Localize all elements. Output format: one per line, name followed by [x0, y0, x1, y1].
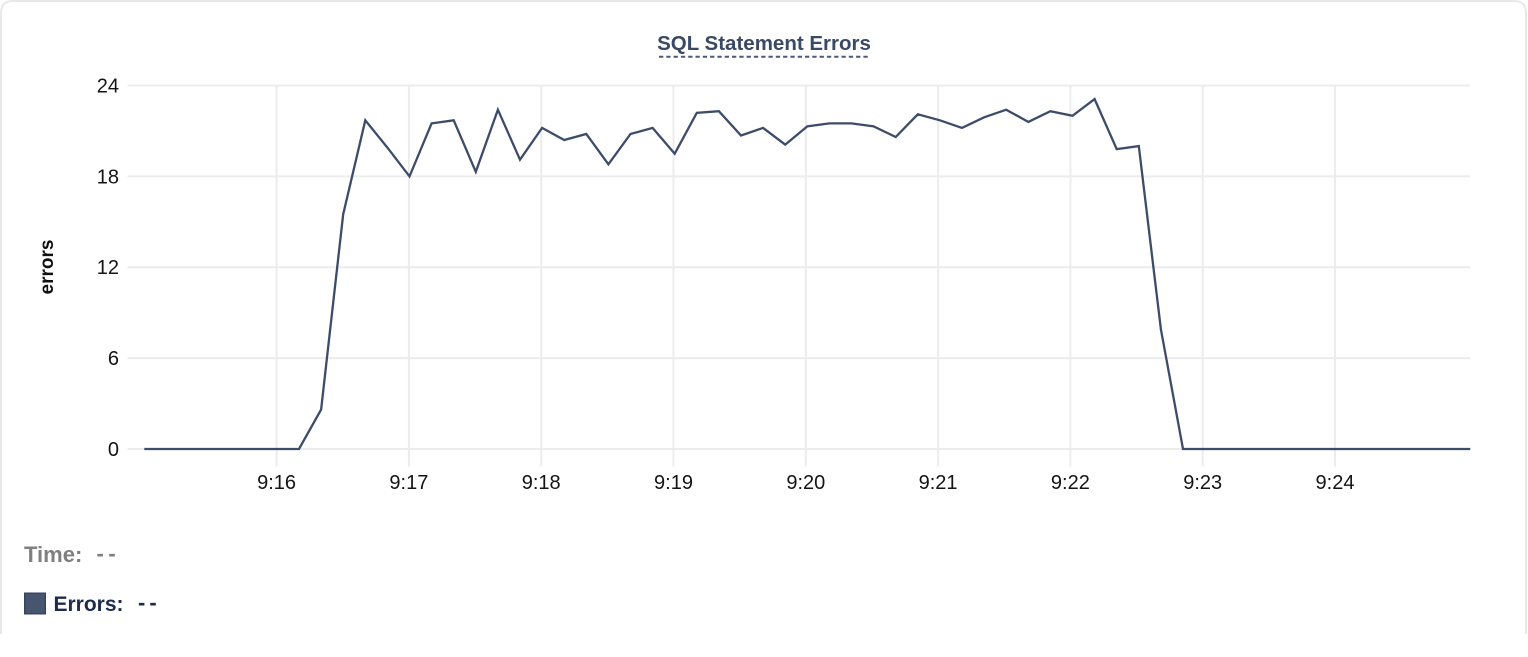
svg-text:errors: errors	[37, 240, 58, 295]
svg-text:0: 0	[108, 439, 119, 461]
svg-text:SQL Statement Errors: SQL Statement Errors	[657, 32, 871, 55]
svg-text:Time:: Time:	[24, 542, 82, 567]
svg-text:9:20: 9:20	[786, 472, 825, 494]
svg-text:9:16: 9:16	[257, 472, 296, 494]
svg-text:12: 12	[97, 257, 119, 279]
svg-text:Errors:: Errors:	[54, 593, 124, 616]
svg-text:6: 6	[108, 348, 119, 370]
svg-text:9:23: 9:23	[1183, 472, 1222, 494]
svg-text:9:24: 9:24	[1316, 472, 1355, 494]
svg-text:9:19: 9:19	[654, 472, 693, 494]
svg-text:9:17: 9:17	[389, 472, 428, 494]
svg-text:--: --	[138, 590, 161, 615]
svg-text:9:18: 9:18	[522, 472, 561, 494]
svg-text:9:21: 9:21	[919, 472, 958, 494]
svg-text:18: 18	[97, 166, 119, 188]
svg-text:24: 24	[97, 76, 119, 98]
svg-text:9:22: 9:22	[1051, 472, 1090, 494]
svg-text:--: --	[97, 541, 121, 566]
